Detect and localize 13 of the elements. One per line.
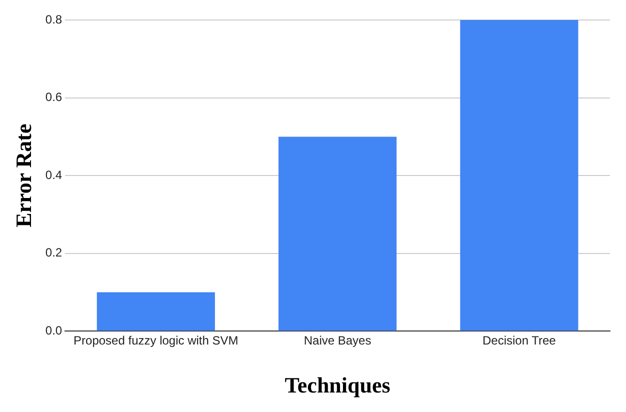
x-axis-title: Techniques [284, 372, 391, 398]
y-tick-label: 0.6 [45, 90, 62, 104]
bar [460, 20, 578, 331]
y-tick-label: 0.4 [45, 168, 62, 182]
x-tick-label: Decision Tree [482, 334, 556, 348]
bar [278, 136, 397, 331]
x-tick-label: Proposed fuzzy logic with SVM [74, 334, 238, 348]
y-tick-label: 0.2 [45, 246, 62, 260]
y-axis-title: Error Rate [10, 124, 36, 228]
bar [96, 292, 215, 331]
x-tick-label: Naive Bayes [304, 334, 372, 348]
y-tick-label: 0.0 [45, 324, 62, 338]
y-tick-label: 0.8 [45, 12, 62, 26]
